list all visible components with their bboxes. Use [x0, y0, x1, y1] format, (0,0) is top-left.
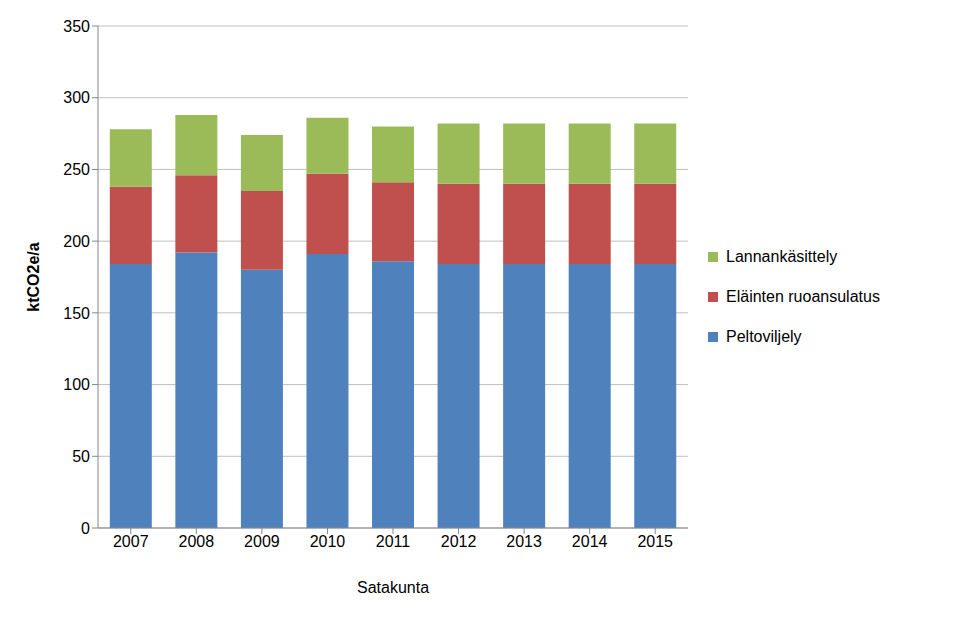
html-text:Peltoviljely: Peltoviljely: [726, 328, 802, 345]
svg-text:200: 200: [63, 233, 90, 250]
html-text:Lannankäsittely: Lannankäsittely: [726, 248, 838, 265]
svg-text:150: 150: [63, 305, 90, 322]
svg-text:2008: 2008: [179, 533, 215, 550]
svg-text:2011: 2011: [376, 533, 411, 550]
svg-text:2007: 2007: [113, 533, 149, 550]
svg-text:350: 350: [63, 18, 90, 35]
svg-text:2010: 2010: [310, 533, 346, 550]
svg-text:2012: 2012: [441, 533, 477, 550]
html-text:Eläinten ruoansulatus: Eläinten ruoansulatus: [726, 288, 880, 305]
svg-text:50: 50: [72, 448, 90, 465]
svg-text:2009: 2009: [244, 533, 280, 550]
svg-text:2014: 2014: [572, 533, 608, 550]
svg-text:Satakunta: Satakunta: [357, 579, 429, 596]
svg-text:2013: 2013: [506, 533, 542, 550]
svg-text:0: 0: [81, 520, 90, 537]
svg-text:300: 300: [63, 89, 90, 106]
svg-text:ktCO2e/a: ktCO2e/a: [25, 242, 42, 311]
svg-text:100: 100: [63, 376, 90, 393]
svg-text:2015: 2015: [637, 533, 673, 550]
svg-text:250: 250: [63, 161, 90, 178]
